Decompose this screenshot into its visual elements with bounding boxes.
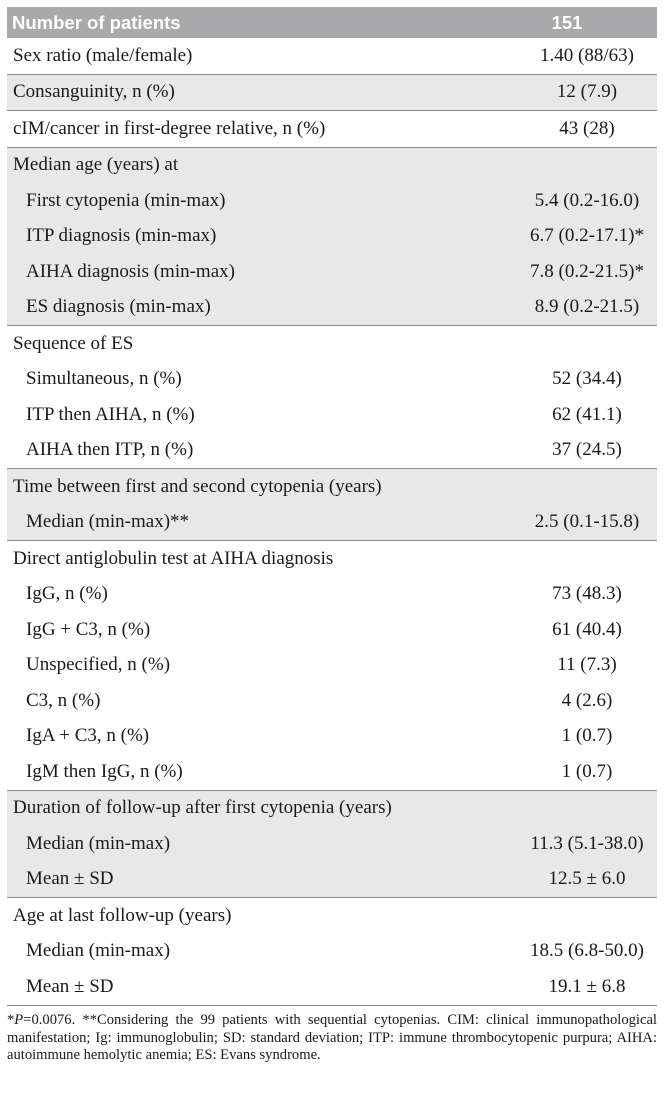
- row-value: 1.40 (88/63): [540, 44, 634, 66]
- row-value: 5.4 (0.2-16.0): [534, 189, 640, 211]
- row-value: 6.7 (0.2-17.1)*: [530, 225, 644, 247]
- table-row: Median (min-max) 11.3 (5.1-38.0): [7, 826, 657, 862]
- table-row: AIHA then ITP, n (%) 37 (24.5): [7, 433, 657, 469]
- table-row: Median (min-max)** 2.5 (0.1-15.8): [7, 505, 657, 541]
- row-value: 52 (34.4): [552, 368, 622, 390]
- footnote-p-symbol: P: [14, 1012, 24, 1028]
- table-header-row: Number of patients 151: [7, 7, 657, 38]
- footnote-prefix: *: [7, 1012, 15, 1028]
- row-value: 11 (7.3): [557, 654, 617, 676]
- row-value: 37 (24.5): [552, 439, 622, 461]
- row-label: Median (min-max)**: [26, 511, 190, 533]
- row-label: Median (min-max): [26, 940, 171, 962]
- row-label: Median age (years) at: [13, 154, 179, 176]
- row-label: ITP then AIHA, n (%): [26, 403, 195, 425]
- header-label: Number of patients: [12, 11, 181, 33]
- row-label: IgA + C3, n (%): [26, 725, 150, 747]
- table-row: IgG, n (%) 73 (48.3): [7, 577, 657, 613]
- table-footnote: *P=0.0076. **Considering the 99 patients…: [7, 1012, 657, 1065]
- row-value: 8.9 (0.2-21.5): [534, 296, 640, 318]
- time-between-group: Time between first and second cytopenia …: [7, 468, 657, 541]
- row-value: 61 (40.4): [552, 618, 622, 640]
- table-row: AIHA diagnosis (min-max) 7.8 (0.2-21.5)*: [7, 254, 657, 290]
- group-title: Time between first and second cytopenia …: [7, 469, 657, 505]
- row-value: [392, 797, 657, 819]
- row-label: Duration of follow-up after first cytope…: [13, 797, 392, 819]
- row-label: Direct antiglobulin test at AIHA diagnos…: [13, 547, 334, 569]
- row-label: Median (min-max): [26, 832, 171, 854]
- row-value: 73 (48.3): [552, 583, 622, 605]
- row-value: [382, 476, 657, 498]
- table-row: IgG + C3, n (%) 61 (40.4): [7, 612, 657, 648]
- row-value: [357, 333, 657, 355]
- table-row: cIM/cancer in first-degree relative, n (…: [7, 111, 657, 147]
- group-title: Median age (years) at: [7, 148, 657, 184]
- table-row: ITP then AIHA, n (%) 62 (41.1): [7, 397, 657, 433]
- row-label: Sequence of ES: [13, 332, 134, 354]
- row-label: IgG + C3, n (%): [26, 618, 151, 640]
- row-label: cIM/cancer in first-degree relative, n (…: [13, 117, 326, 139]
- row-label: Simultaneous, n (%): [26, 368, 182, 390]
- median-age-group: Median age (years) at First cytopenia (m…: [7, 146, 657, 326]
- row-value: 43 (28): [559, 117, 615, 139]
- row-value: 12 (7.9): [556, 81, 618, 103]
- row-label: AIHA diagnosis (min-max): [26, 260, 235, 282]
- table-row: C3, n (%) 4 (2.6): [7, 683, 657, 719]
- table-row: IgA + C3, n (%) 1 (0.7): [7, 719, 657, 755]
- row-value: 18.5 (6.8-50.0): [530, 940, 644, 962]
- row-label: Age at last follow-up (years): [13, 904, 232, 926]
- table-row: Mean ± SD 19.1 ± 6.8: [7, 969, 657, 1005]
- table-row: ES diagnosis (min-max) 8.9 (0.2-21.5): [7, 290, 657, 326]
- row-value: 19.1 ± 6.8: [548, 975, 626, 997]
- sequence-group: Sequence of ES Simultaneous, n (%) 52 (3…: [7, 326, 657, 468]
- row-label: Mean ± SD: [26, 868, 114, 890]
- row-label: Unspecified, n (%): [26, 654, 171, 676]
- patient-characteristics-table: Number of patients 151 Sex ratio (male/f…: [7, 7, 657, 1006]
- row-value: [357, 548, 657, 570]
- row-value: 1 (0.7): [561, 760, 613, 782]
- footnote-text: =0.0076. **Considering the 99 patients w…: [7, 1012, 657, 1064]
- row-label: IgG, n (%): [26, 583, 108, 605]
- row-label: C3, n (%): [26, 689, 101, 711]
- follow-up-duration-group: Duration of follow-up after first cytope…: [7, 789, 657, 898]
- table-row: Simultaneous, n (%) 52 (34.4): [7, 362, 657, 398]
- row-value: 2.5 (0.1-15.8): [534, 511, 640, 533]
- table-row: First cytopenia (min-max) 5.4 (0.2-16.0): [7, 183, 657, 219]
- row-label: Consanguinity, n (%): [13, 81, 175, 103]
- row-value: 62 (41.1): [552, 403, 622, 425]
- table-row: Mean ± SD 12.5 ± 6.0: [7, 862, 657, 898]
- row-value: [357, 154, 657, 176]
- row-label: ES diagnosis (min-max): [26, 296, 211, 318]
- row-label: First cytopenia (min-max): [26, 189, 226, 211]
- table-row: Median (min-max) 18.5 (6.8-50.0): [7, 934, 657, 970]
- row-label: IgM then IgG, n (%): [26, 760, 183, 782]
- row-value: 11.3 (5.1-38.0): [530, 832, 644, 854]
- row-label: ITP diagnosis (min-max): [26, 225, 217, 247]
- table-row: Consanguinity, n (%) 12 (7.9): [7, 73, 657, 111]
- row-value: 4 (2.6): [561, 689, 613, 711]
- table-row: Sex ratio (male/female) 1.40 (88/63): [7, 38, 657, 74]
- antiglobulin-group: Direct antiglobulin test at AIHA diagnos…: [7, 541, 657, 790]
- row-value: 7.8 (0.2-21.5)*: [530, 260, 644, 282]
- group-title: Duration of follow-up after first cytope…: [7, 791, 657, 827]
- group-title: Direct antiglobulin test at AIHA diagnos…: [7, 541, 657, 577]
- header-value: 151: [551, 11, 583, 33]
- group-title: Sequence of ES: [7, 326, 657, 362]
- table-row: ITP diagnosis (min-max) 6.7 (0.2-17.1)*: [7, 219, 657, 255]
- row-value: [357, 905, 657, 927]
- row-value: 12.5 ± 6.0: [548, 868, 626, 890]
- group-title: Age at last follow-up (years): [7, 898, 657, 934]
- table-row: IgM then IgG, n (%) 1 (0.7): [7, 754, 657, 790]
- table-row: Unspecified, n (%) 11 (7.3): [7, 648, 657, 684]
- row-label: AIHA then ITP, n (%): [26, 439, 194, 461]
- last-follow-up-group: Age at last follow-up (years) Median (mi…: [7, 898, 657, 1006]
- row-label: Sex ratio (male/female): [13, 44, 193, 66]
- row-label: Time between first and second cytopenia …: [13, 475, 382, 497]
- row-label: Mean ± SD: [26, 975, 114, 997]
- row-value: 1 (0.7): [561, 725, 613, 747]
